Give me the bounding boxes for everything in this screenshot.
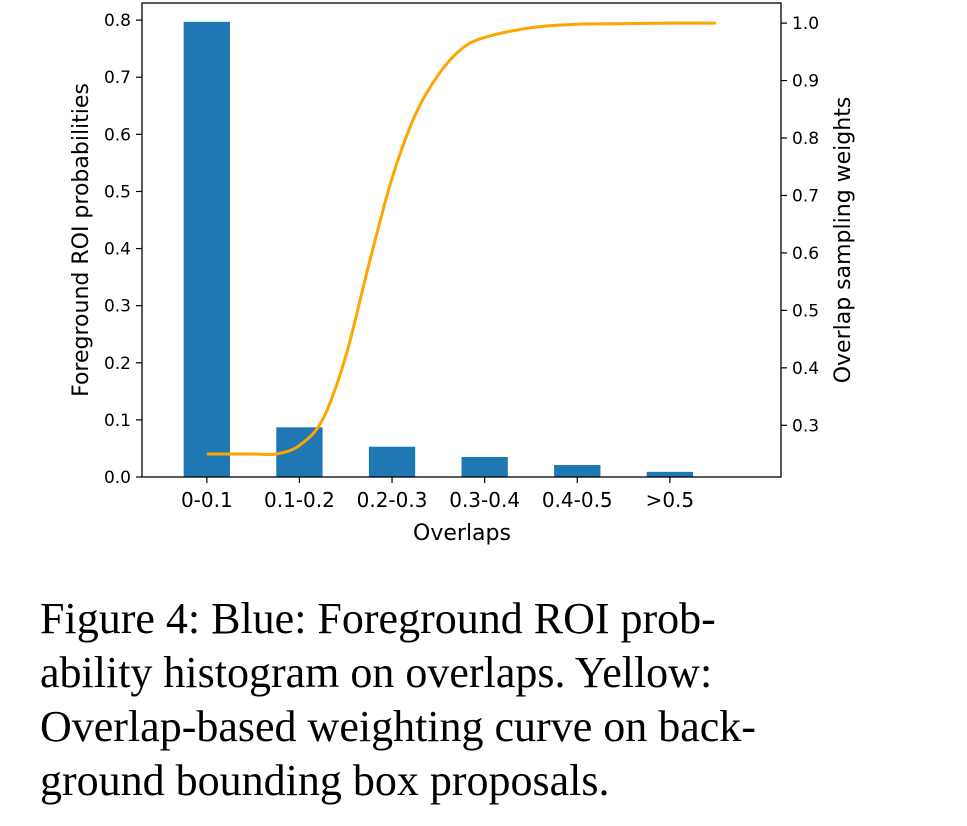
left-tick-label: 0.2 [104, 354, 131, 374]
right-tick-label: 0.7 [792, 186, 819, 206]
caption-line: ground bounding box proposals. [40, 756, 610, 805]
bar-0-0.1 [183, 21, 230, 477]
x-axis-label: Overlaps [413, 521, 511, 546]
figure-caption: Figure 4: Blue: Foreground ROI prob- abi… [40, 592, 870, 808]
right-tick-label: 1.0 [792, 14, 819, 34]
x-tick-label: 0-0.1 [181, 488, 233, 512]
left-tick-label: 0.0 [104, 468, 131, 488]
bar-0.4-0.5 [554, 465, 601, 477]
bar-0.3-0.4 [461, 457, 508, 477]
left-tick-label: 0.1 [104, 411, 131, 431]
right-y-axis-label: Overlap sampling weights [831, 97, 856, 384]
right-y-axis: 0.3 0.4 0.5 0.6 0.7 0.8 0.9 1.0 [781, 14, 819, 436]
left-tick-label: 0.4 [104, 240, 131, 260]
chart: 0.0 0.1 0.2 0.3 0.4 0.5 0.6 0.7 0.8 0.3 0.4 0.5 0.6… [69, 2, 856, 546]
plot-frame [141, 2, 782, 478]
right-tick-label: 0.8 [792, 129, 819, 149]
x-tick-label: 0.3-0.4 [449, 488, 520, 512]
left-tick-label: 0.7 [104, 68, 131, 88]
x-tick-label: >0.5 [646, 488, 695, 512]
right-tick-label: 0.5 [792, 301, 819, 321]
left-tick-label: 0.8 [104, 11, 131, 31]
caption-line: Figure 4: Blue: Foreground ROI prob- [40, 594, 716, 643]
overlap-weight-curve [206, 21, 717, 457]
bar-0.2-0.3 [368, 446, 416, 477]
caption-line: ability histogram on overlaps. Yellow: [40, 648, 713, 697]
left-tick-label: 0.3 [104, 297, 131, 317]
left-y-axis: 0.0 0.1 0.2 0.3 0.4 0.5 0.6 0.7 0.8 [104, 11, 142, 488]
bars [183, 21, 694, 477]
right-tick-label: 0.4 [792, 359, 819, 379]
left-tick-label: 0.6 [104, 125, 131, 145]
right-tick-label: 0.9 [792, 72, 819, 92]
caption-line: Overlap-based weighting curve on back- [40, 702, 756, 751]
left-y-axis-label: Foreground ROI probabilities [69, 83, 94, 397]
right-tick-label: 0.3 [792, 416, 819, 436]
x-tick-label: 0.2-0.3 [357, 488, 428, 512]
x-tick-label: 0.1-0.2 [264, 488, 335, 512]
bar->0.5 [646, 471, 694, 477]
right-tick-label: 0.6 [792, 244, 819, 264]
x-tick-label: 0.4-0.5 [542, 488, 613, 512]
left-tick-label: 0.5 [104, 182, 131, 202]
x-axis: 0-0.1 0.1-0.2 0.2-0.3 0.3-0.4 0.4-0.5 >0.5 [181, 477, 694, 512]
